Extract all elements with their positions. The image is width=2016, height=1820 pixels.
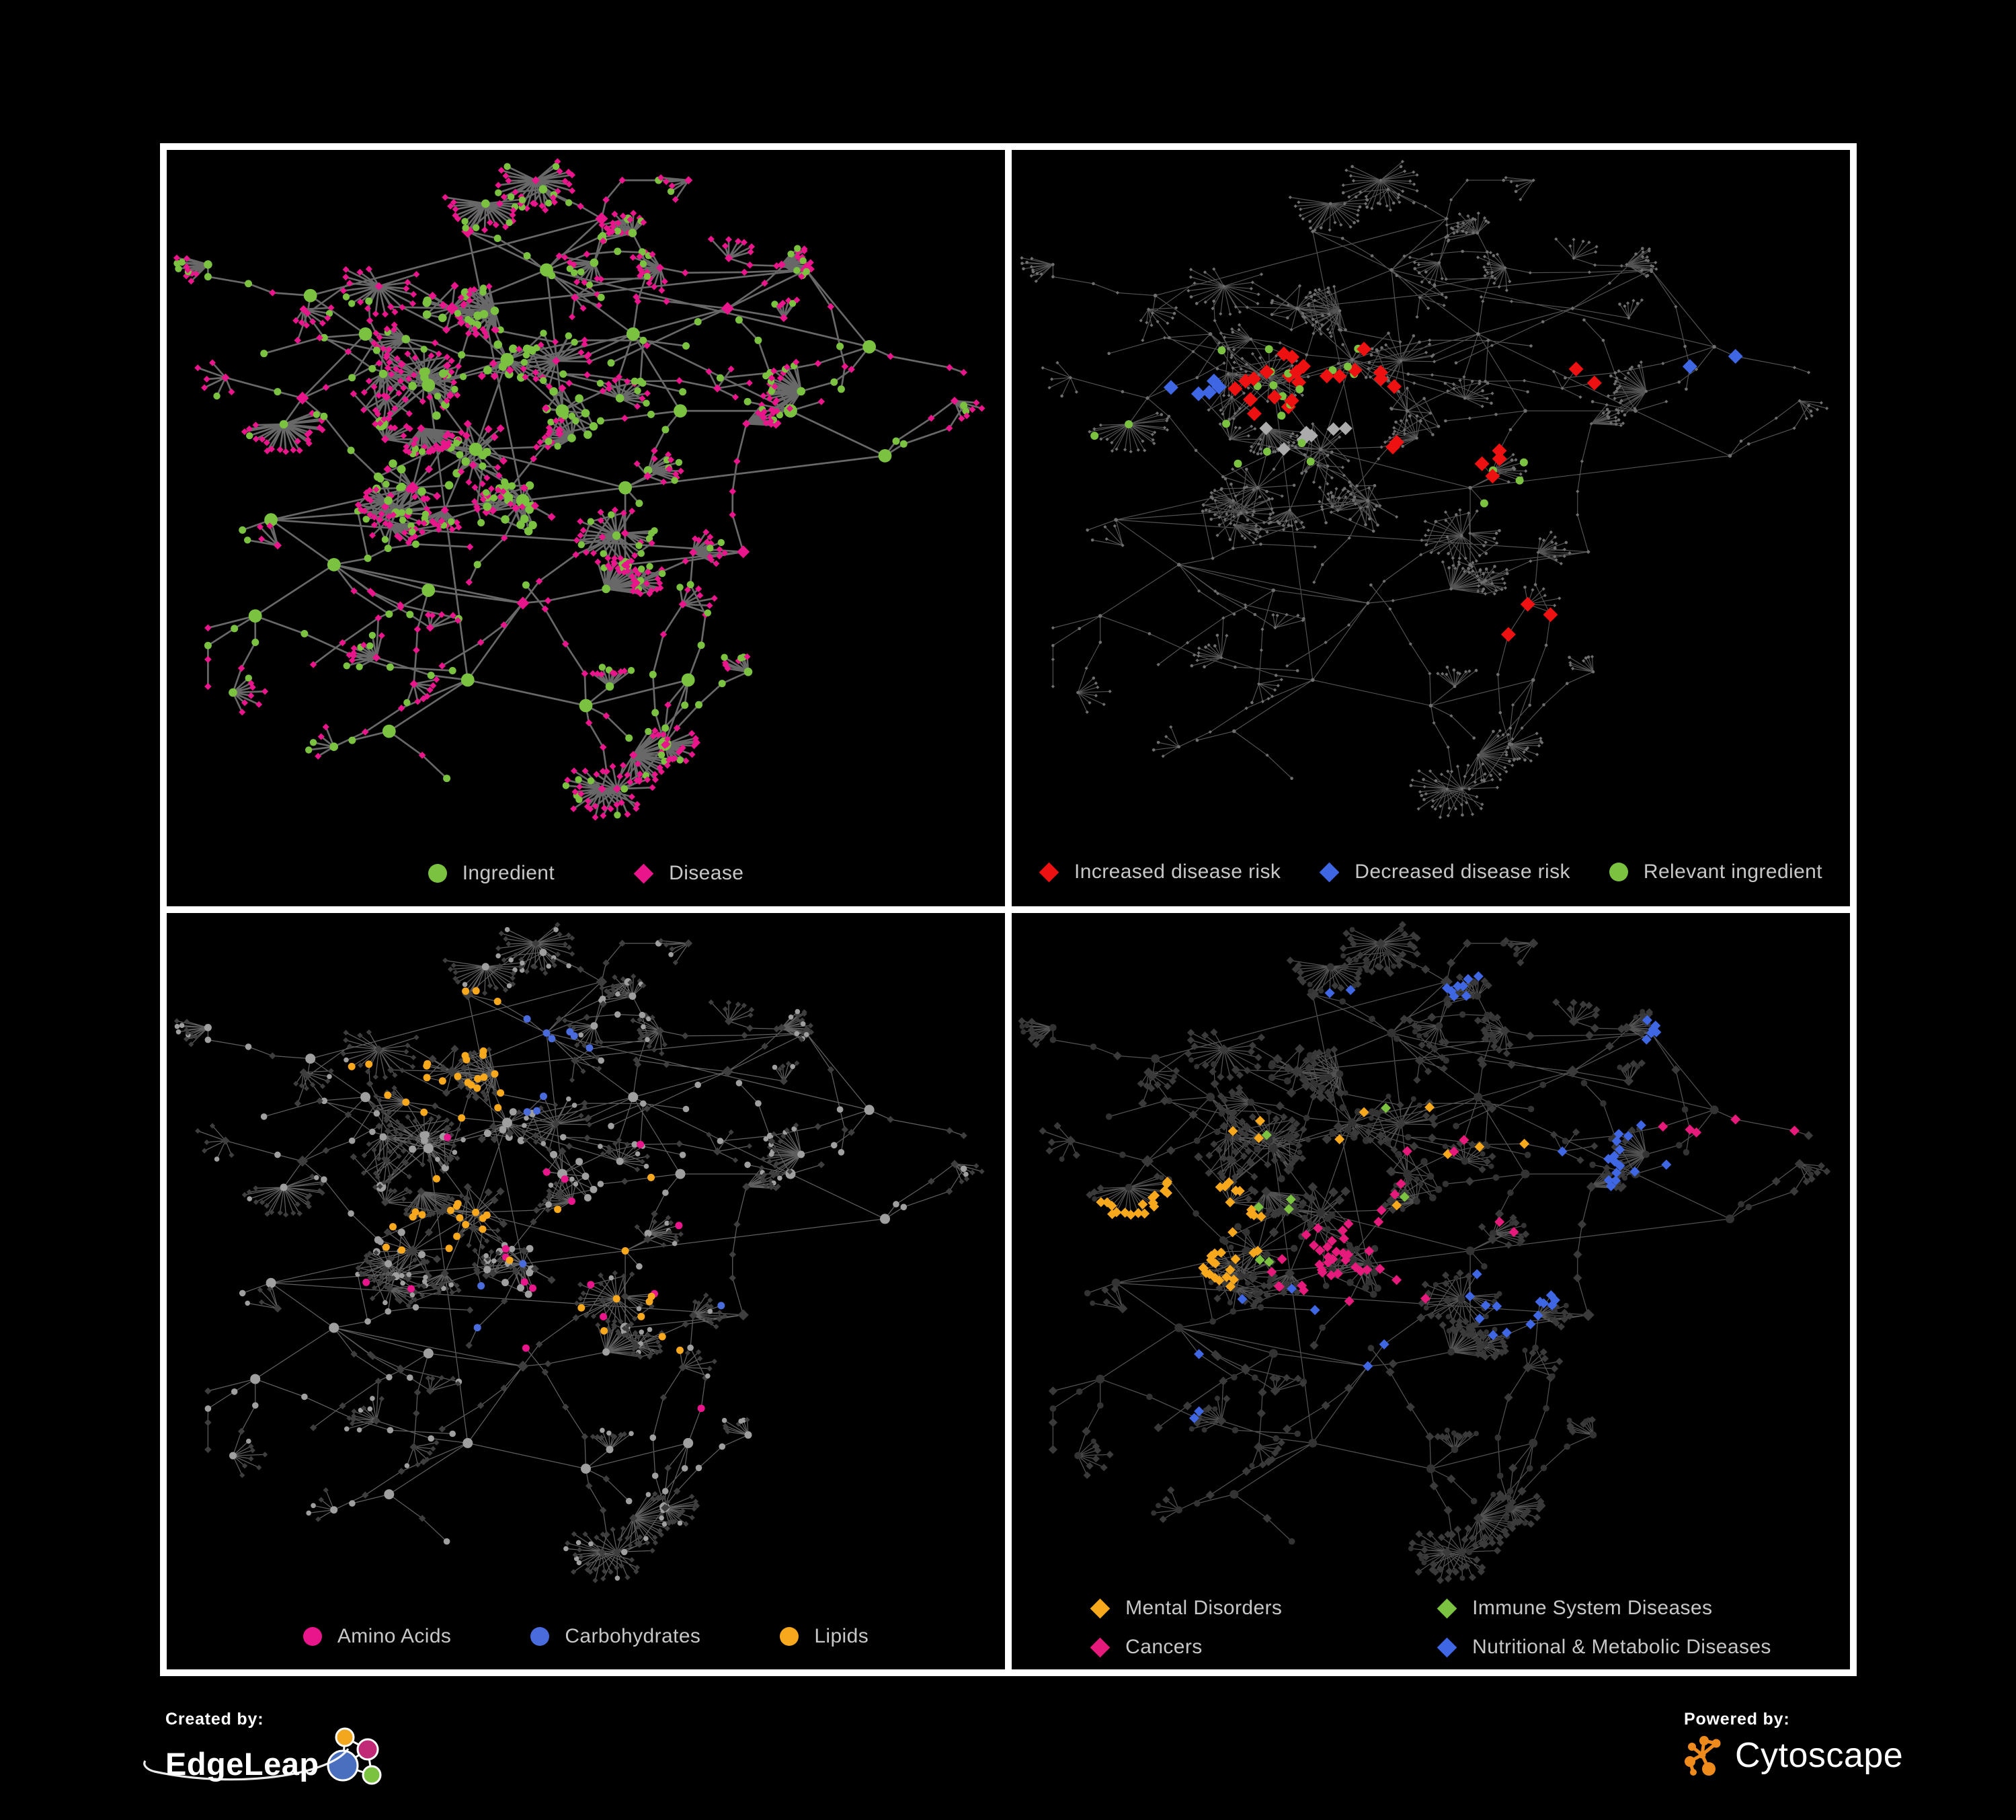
legend-disease-risk: Increased disease risk Decreased disease … — [1012, 861, 1850, 883]
panel-disease-risk-network: Increased disease risk Decreased disease … — [1012, 150, 1850, 906]
cytoscape-branding: Powered by: Cytoscape — [1684, 1710, 1903, 1779]
legend-label: Decreased disease risk — [1355, 861, 1570, 883]
legend-item-lipids: Lipids — [780, 1625, 869, 1648]
cytoscape-wordmark: Cytoscape — [1735, 1736, 1904, 1775]
base-nodes — [173, 922, 985, 1583]
legend-nutrient-classes: Amino Acids Carbohydrates Lipids — [167, 1625, 1005, 1648]
base-nodes — [1018, 920, 1831, 1585]
edgeleap-logo-icon — [327, 1727, 382, 1785]
cytoscape-logo-icon — [1685, 1736, 1721, 1776]
panel-ingredient-disease-network: Ingredient Disease — [167, 150, 1005, 906]
highlight-nodes — [1096, 971, 1800, 1423]
legend-circle-marker — [1609, 863, 1628, 881]
network-graph-disease-risk — [1020, 159, 1829, 820]
legend-item-amino-acids: Amino Acids — [303, 1625, 451, 1648]
legend-label: Disease — [669, 862, 744, 884]
legend-circle-marker — [780, 1627, 799, 1646]
powered-by-label: Powered by: — [1684, 1710, 1790, 1729]
legend-label: Amino Acids — [337, 1625, 452, 1647]
created-by-label: Created by: — [165, 1710, 264, 1729]
network-graph-disease-categories — [1018, 920, 1831, 1585]
legend-circle-marker — [303, 1627, 322, 1646]
panel-nutrient-class-network: Amino Acids Carbohydrates Lipids — [167, 913, 1005, 1669]
legend-item-mental-disorders: Mental Disorders — [1090, 1597, 1358, 1620]
legend-item-disease: Disease — [633, 862, 744, 885]
highlight-nodes — [348, 987, 725, 1413]
legend-item-increased-disease-risk: Increased disease risk — [1039, 861, 1281, 883]
legend-label: Ingredient — [462, 862, 555, 884]
legend-diamond-marker — [1437, 1598, 1457, 1618]
panel-disease-category-network: Mental Disorders Immune System Diseases Ca… — [1012, 913, 1850, 1669]
legend-diamond-marker — [1090, 1598, 1111, 1618]
edgeleap-wordmark: EdgeLeap — [165, 1745, 319, 1782]
legend-label: Relevant ingredient — [1643, 861, 1822, 883]
base-nodes — [1020, 159, 1829, 820]
legend-item-carbohydrates: Carbohydrates — [530, 1625, 700, 1648]
legend-label: Mental Disorders — [1125, 1597, 1283, 1619]
legend-item-immune-system-diseases: Immune System Diseases — [1437, 1597, 1771, 1620]
legend-diamond-marker — [1319, 862, 1340, 882]
legend-item-ingredient: Ingredient — [428, 862, 555, 885]
legend-disease-categories: Mental Disorders Immune System Diseases Ca… — [1090, 1597, 1771, 1659]
network-graph-nutrient-classes — [173, 922, 985, 1583]
highlight-nodes — [1090, 342, 1743, 642]
legend-label: Cancers — [1125, 1636, 1203, 1658]
legend-label: Immune System Diseases — [1472, 1597, 1713, 1619]
edgeleap-branding: Created by: EdgeLeap — [143, 1710, 391, 1795]
legend-item-decreased-disease-risk: Decreased disease risk — [1319, 861, 1570, 883]
legend-label: Lipids — [814, 1625, 869, 1647]
legend-label: Nutritional & Metabolic Diseases — [1472, 1636, 1771, 1658]
legend-label: Increased disease risk — [1074, 861, 1281, 883]
legend-diamond-marker — [1039, 862, 1059, 882]
legend-circle-marker — [428, 864, 447, 883]
legend-diamond-marker — [633, 863, 654, 883]
legend-ingredient-disease: Ingredient Disease — [167, 862, 1005, 885]
legend-label: Carbohydrates — [565, 1625, 701, 1647]
network-graph-ingredient-disease — [173, 158, 985, 821]
legend-circle-marker — [530, 1627, 550, 1646]
legend-item-nutritional-metabolic-diseases: Nutritional & Metabolic Diseases — [1437, 1636, 1771, 1659]
base-nodes — [173, 158, 985, 821]
legend-diamond-marker — [1437, 1637, 1457, 1657]
legend-item-relevant-ingredient: Relevant ingredient — [1609, 861, 1822, 883]
panel-grid: Ingredient Disease Increased disease risk… — [160, 143, 1857, 1676]
legend-diamond-marker — [1090, 1637, 1111, 1657]
legend-item-cancers: Cancers — [1090, 1636, 1358, 1659]
